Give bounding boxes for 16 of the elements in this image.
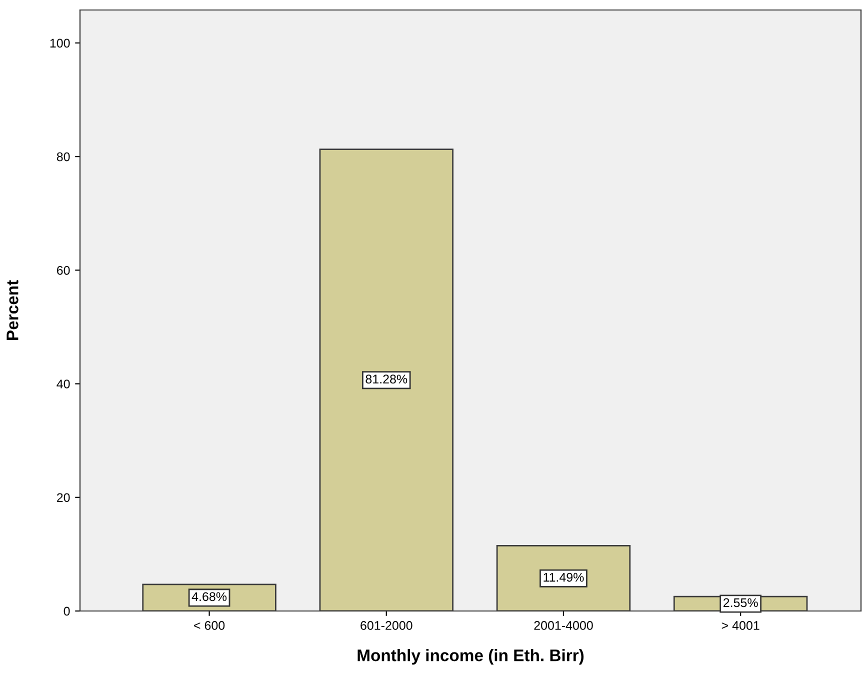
y-axis-title: Percent bbox=[6, 280, 18, 340]
data-label: 81.28% bbox=[366, 374, 408, 384]
y-tick-label: 40 bbox=[56, 380, 70, 388]
x-tick-label: < 600 bbox=[194, 621, 225, 630]
y-tick-label: 60 bbox=[57, 266, 70, 275]
x-tick-label: > 4001 bbox=[722, 621, 760, 630]
x-tick-label: 601-2000 bbox=[360, 621, 412, 630]
y-tick-label: 0 bbox=[64, 606, 70, 616]
x-axis-title: Monthly income (in Eth. Birr) bbox=[358, 649, 584, 665]
data-label: 2.55% bbox=[723, 598, 758, 608]
x-tick-label: 2001-4000 bbox=[534, 621, 593, 630]
data-label: 4.68% bbox=[192, 592, 227, 602]
data-label: 11.49% bbox=[544, 572, 584, 582]
y-tick-label: 20 bbox=[57, 493, 70, 502]
y-tick-label: 100 bbox=[50, 38, 70, 48]
y-tick-label: 80 bbox=[56, 152, 70, 162]
